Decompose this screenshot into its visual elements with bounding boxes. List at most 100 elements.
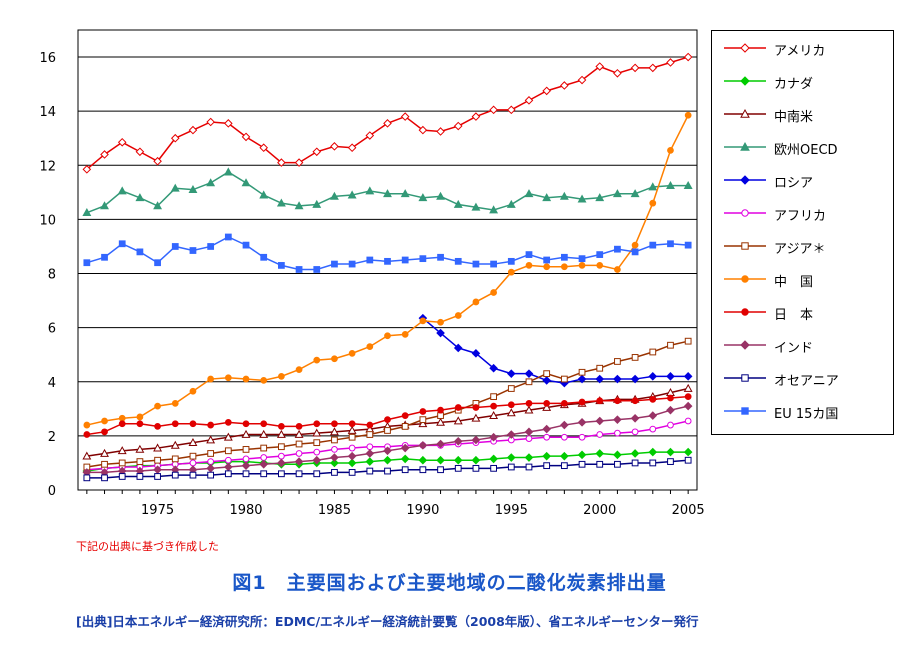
data-point	[596, 431, 604, 438]
data-point	[524, 96, 534, 105]
data-point	[366, 343, 374, 350]
legend-label: EU 15カ国	[774, 407, 839, 422]
data-point	[100, 448, 109, 457]
data-point	[224, 456, 232, 464]
data-point	[454, 464, 462, 472]
data-point	[82, 208, 92, 217]
data-point	[684, 111, 692, 119]
legend-label: ロシア	[774, 176, 814, 191]
data-point	[207, 458, 215, 465]
data-point	[135, 193, 145, 202]
data-point	[506, 453, 516, 462]
data-point	[295, 366, 303, 373]
data-point	[740, 340, 750, 350]
data-point	[418, 419, 428, 428]
legend-swatch	[724, 340, 766, 350]
data-point	[154, 259, 161, 267]
data-point	[135, 147, 145, 157]
data-point	[154, 473, 161, 480]
data-point	[366, 431, 374, 438]
data-point	[542, 424, 551, 434]
series-0	[82, 52, 693, 174]
co2-emissions-chart: 0 2 4 6 8 10 12 14 16 1975 1980 1985 1990 1995 2000 200…	[39, 29, 705, 518]
data-point	[560, 253, 568, 261]
data-point	[524, 189, 534, 198]
data-point	[383, 446, 392, 456]
data-point	[384, 257, 391, 265]
data-point	[436, 191, 446, 200]
data-point	[453, 343, 463, 353]
data-point	[207, 243, 215, 250]
data-point	[524, 405, 534, 414]
data-point	[506, 105, 516, 115]
legend-item: アジア＊	[712, 235, 893, 257]
data-point	[118, 473, 126, 480]
data-point	[419, 317, 427, 325]
data-point	[83, 431, 91, 438]
data-point	[83, 259, 91, 267]
data-point	[506, 408, 516, 417]
legend-item: アフリカ	[712, 202, 893, 224]
data-point	[453, 416, 463, 425]
data-point	[631, 248, 639, 256]
data-point	[667, 341, 674, 349]
data-point	[401, 423, 409, 430]
data-point	[666, 180, 675, 189]
data-point	[331, 446, 338, 453]
data-point	[595, 449, 605, 458]
data-point	[614, 266, 621, 273]
data-point	[224, 233, 232, 241]
data-point	[136, 458, 144, 465]
data-point	[347, 143, 357, 153]
data-point	[170, 440, 180, 449]
data-point	[436, 328, 445, 338]
x-tick-label: 1975	[141, 503, 174, 518]
data-point	[295, 266, 303, 273]
data-point	[613, 415, 622, 424]
data-point	[188, 125, 198, 135]
data-point	[224, 119, 233, 128]
data-point	[136, 248, 144, 256]
y-tick-label: 0	[48, 484, 56, 499]
data-point	[436, 439, 445, 449]
data-point	[278, 262, 285, 269]
data-point	[454, 312, 462, 319]
data-point	[471, 435, 481, 445]
data-point	[613, 374, 622, 384]
data-point	[294, 429, 304, 438]
data-point	[490, 464, 497, 472]
data-point	[242, 420, 250, 428]
data-point	[436, 417, 446, 426]
data-point	[241, 461, 251, 470]
data-point	[259, 459, 269, 469]
data-point	[596, 364, 604, 372]
data-point	[649, 241, 657, 249]
data-point	[117, 137, 127, 147]
legend-item: 中南米	[712, 103, 893, 125]
data-point	[542, 376, 551, 385]
data-point	[489, 363, 498, 373]
data-point	[560, 400, 568, 407]
data-point	[471, 202, 481, 211]
data-point	[649, 199, 657, 207]
data-point	[384, 332, 391, 340]
data-point	[117, 186, 127, 195]
data-point	[506, 199, 516, 208]
legend-label: アジア＊	[774, 242, 826, 257]
data-point	[577, 374, 587, 384]
data-point	[419, 255, 427, 263]
data-point	[366, 443, 374, 451]
data-point	[189, 420, 197, 428]
data-point	[418, 125, 428, 135]
data-point	[595, 374, 605, 384]
chart-legend: アメリカ カナダ 中南米 欧州OECD ロシア アフリカ アジア＊ 中 国日 本インド オセアニ…	[711, 30, 894, 435]
data-point	[260, 253, 268, 261]
data-point	[312, 147, 322, 157]
data-point	[313, 470, 321, 478]
data-point	[365, 186, 375, 195]
data-point	[524, 453, 534, 462]
data-point	[419, 416, 427, 424]
data-point	[259, 143, 269, 153]
data-point	[506, 430, 516, 439]
data-point	[366, 421, 374, 429]
